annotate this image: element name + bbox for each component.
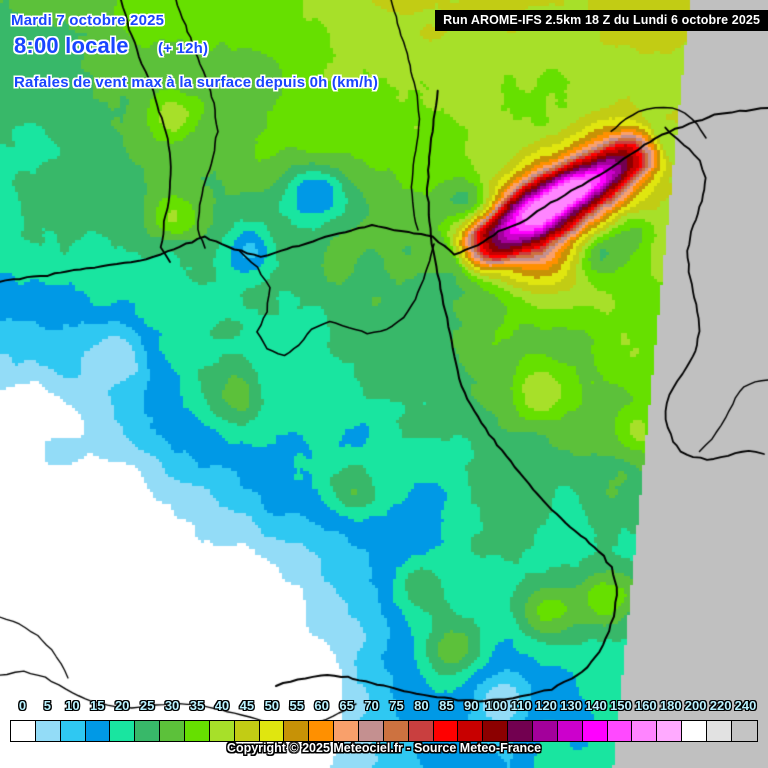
legend-tick-0: 0 (18, 698, 27, 713)
legend-tick-240: 240 (734, 698, 757, 713)
legend-tick-55: 55 (289, 698, 304, 713)
legend-tick-130: 130 (560, 698, 582, 713)
legend-swatch-10[interactable] (60, 721, 86, 741)
legend-tick-20: 20 (114, 698, 130, 713)
legend-tick-200: 200 (684, 698, 707, 713)
legend-swatch-25[interactable] (135, 721, 161, 741)
legend-tick-100: 100 (485, 698, 508, 713)
legend-swatch-45[interactable] (234, 721, 260, 741)
legend-swatch-60[interactable] (309, 721, 335, 741)
legend-tick-160: 160 (634, 698, 657, 713)
legend-tick-220: 220 (709, 698, 732, 713)
legend-tick-60: 60 (314, 698, 329, 713)
legend-tick-10: 10 (65, 698, 80, 713)
legend-swatch-80[interactable] (408, 721, 434, 741)
legend-tick-45: 45 (239, 698, 255, 713)
legend-tick-15: 15 (90, 698, 105, 713)
legend-swatch-110[interactable] (508, 721, 534, 741)
legend-swatch-160[interactable] (632, 721, 658, 741)
legend-swatch-220[interactable] (707, 721, 732, 741)
legend-swatch-130[interactable] (557, 721, 583, 741)
legend-swatch-150[interactable] (607, 721, 633, 741)
forecast-offset-label: (+ 12h) (158, 40, 209, 57)
legend-tick-75: 75 (389, 698, 404, 713)
legend-swatch-120[interactable] (533, 721, 558, 741)
legend-swatch-90[interactable] (458, 721, 484, 741)
legend-tick-65: 65 (339, 698, 354, 713)
legend-swatch-30[interactable] (160, 721, 186, 741)
legend-swatch-15[interactable] (85, 721, 111, 741)
legend-swatch-0[interactable] (11, 721, 36, 741)
legend-swatch-75[interactable] (383, 721, 409, 741)
legend-tick-80: 80 (414, 698, 429, 713)
legend-tick-35: 35 (189, 698, 205, 713)
legend-swatch-35[interactable] (185, 721, 210, 741)
legend-tick-40: 40 (214, 698, 230, 713)
legend-swatch-40[interactable] (209, 721, 235, 741)
legend-tick-180: 180 (659, 698, 682, 713)
legend-swatch-65[interactable] (334, 721, 360, 741)
legend-tick-70: 70 (364, 698, 379, 713)
forecast-time-label: 8:00 locale (14, 33, 129, 58)
legend-swatch-200[interactable] (682, 721, 708, 741)
legend-color-bar[interactable] (10, 720, 758, 742)
legend-tick-120: 120 (535, 698, 557, 713)
legend-tick-140: 140 (585, 698, 607, 713)
legend-swatch-85[interactable] (433, 721, 459, 741)
legend-swatch-140[interactable] (582, 721, 608, 741)
model-run-banner: Run AROME-IFS 2.5km 18 Z du Lundi 6 octo… (435, 10, 768, 31)
legend-swatch-100[interactable] (483, 721, 509, 741)
color-scale-legend[interactable]: 0 5 10 15 20 25 30 35 40 45 50 55 60 65 70 75 80 85 90 100 1… (0, 698, 768, 746)
legend-swatch-240[interactable] (731, 721, 757, 741)
legend-tick-30: 30 (164, 698, 180, 713)
legend-tick-90: 90 (464, 698, 479, 713)
legend-tick-5: 5 (43, 698, 52, 713)
legend-swatch-70[interactable] (359, 721, 384, 741)
legend-tick-150: 150 (610, 698, 632, 713)
legend-tick-50: 50 (264, 698, 280, 713)
parameter-label: Rafales de vent max à la surface depuis … (14, 74, 379, 91)
legend-tick-labels: 0 5 10 15 20 25 30 35 40 45 50 55 60 65 70 75 80 85 90 100 1… (0, 698, 768, 718)
legend-tick-110: 110 (510, 698, 532, 713)
legend-tick-25: 25 (139, 698, 155, 713)
forecast-date-label: Mardi 7 octobre 2025 (11, 12, 165, 29)
legend-swatch-50[interactable] (259, 721, 285, 741)
legend-swatch-5[interactable] (35, 721, 61, 741)
legend-swatch-55[interactable] (284, 721, 310, 741)
legend-tick-85: 85 (439, 698, 454, 713)
legend-swatch-180[interactable] (657, 721, 683, 741)
legend-swatch-20[interactable] (110, 721, 136, 741)
